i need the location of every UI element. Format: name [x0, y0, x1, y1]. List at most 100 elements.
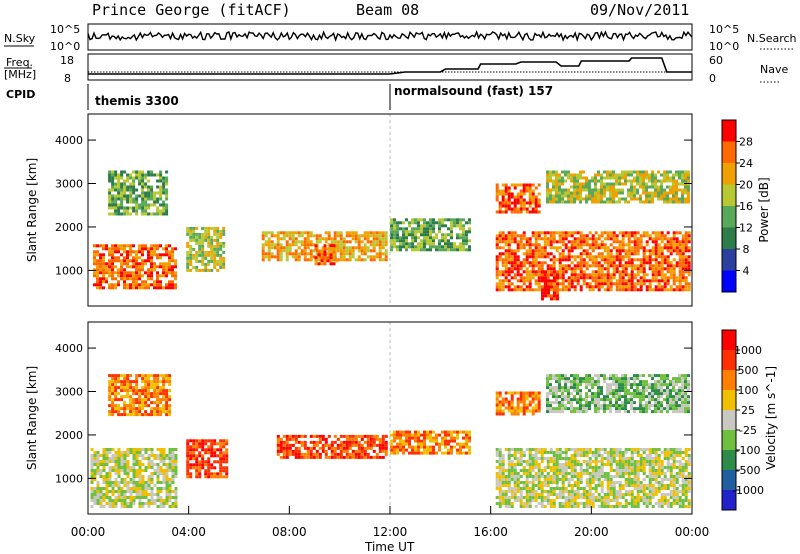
power-cell — [129, 283, 132, 287]
velocity-cell — [372, 455, 376, 459]
power-cell — [393, 242, 396, 246]
power-cell — [687, 173, 690, 177]
power-cell — [351, 246, 355, 250]
power-cell — [672, 194, 675, 198]
velocity-cell — [555, 466, 559, 469]
power-cell — [507, 192, 511, 196]
power-cell — [618, 243, 622, 247]
power-cell — [657, 234, 661, 238]
power-cell — [141, 283, 144, 287]
power-cell — [678, 285, 682, 289]
velocity-cell — [186, 454, 190, 458]
velocity-cell — [117, 386, 121, 390]
power-cell — [117, 194, 121, 198]
velocity-cell — [117, 472, 121, 475]
power-cell — [198, 241, 202, 245]
velocity-cell — [129, 389, 133, 393]
velocity-cell — [498, 487, 502, 490]
velocity-cell — [99, 460, 103, 463]
power-cell — [534, 234, 538, 238]
velocity-cell — [147, 398, 151, 402]
velocity-cell — [615, 499, 619, 502]
power-cell — [594, 240, 598, 244]
power-cell — [642, 282, 646, 286]
velocity-cell — [135, 386, 139, 390]
power-cell — [633, 282, 637, 286]
power-cell — [567, 258, 571, 262]
power-cell — [498, 282, 502, 286]
power-cell — [402, 239, 405, 243]
velocity-cell — [624, 466, 628, 469]
velocity-cell — [192, 457, 196, 461]
velocity-cell — [309, 434, 313, 438]
power-cell — [375, 243, 379, 247]
power-cell — [528, 249, 532, 253]
power-cell — [549, 258, 553, 262]
power-cell — [621, 282, 625, 286]
power-cell — [519, 207, 523, 211]
power-cell — [207, 250, 211, 254]
power-cell — [579, 276, 583, 280]
power-cell — [117, 256, 120, 260]
power-cell — [564, 270, 568, 274]
power-cell — [213, 229, 217, 233]
velocity-cell — [636, 463, 640, 466]
velocity-cell — [189, 451, 193, 455]
power-cell — [105, 268, 108, 272]
velocity-cell — [633, 448, 637, 451]
velocity-cell — [549, 469, 553, 472]
velocity-cell — [558, 478, 562, 481]
power-cell — [660, 234, 664, 238]
power-cell — [114, 176, 118, 180]
velocity-cell — [156, 472, 160, 475]
power-cell — [156, 283, 159, 287]
power-cell — [216, 229, 220, 233]
power-cell — [102, 259, 105, 263]
power-cell — [606, 176, 609, 180]
velocity-cell — [117, 475, 121, 478]
power-cell — [654, 240, 658, 244]
power-colorbar-segment — [722, 163, 736, 185]
power-cell — [660, 185, 663, 189]
power-cell — [525, 201, 529, 205]
power-cell — [309, 234, 313, 238]
velocity-cell — [522, 469, 526, 472]
power-cell — [114, 170, 118, 174]
power-cell — [546, 185, 549, 189]
velocity-cell — [108, 502, 112, 505]
power-cell — [317, 262, 321, 266]
power-cell — [553, 279, 556, 283]
velocity-cell — [420, 451, 423, 455]
power-cell — [156, 253, 159, 257]
velocity-cell — [657, 466, 661, 469]
power-cell — [402, 245, 405, 249]
velocity-cell — [615, 466, 619, 469]
power-cell — [279, 258, 283, 262]
power-cell — [114, 182, 118, 186]
power-cell — [132, 256, 135, 260]
power-cell — [633, 188, 636, 192]
velocity-cell — [612, 490, 616, 493]
velocity-cell — [375, 452, 379, 456]
velocity-cell — [315, 449, 319, 453]
velocity-cell — [168, 383, 172, 387]
velocity-cell — [552, 451, 556, 454]
power-cell — [435, 248, 438, 252]
power-cell — [558, 182, 561, 186]
velocity-cell — [168, 404, 172, 408]
power-cell — [687, 273, 691, 277]
velocity-cell — [144, 496, 148, 499]
velocity-cell — [633, 478, 637, 481]
power-cell — [411, 218, 414, 222]
velocity-cell — [138, 469, 142, 472]
power-cell — [108, 173, 112, 177]
velocity-cell — [165, 475, 169, 478]
velocity-cell — [213, 442, 217, 446]
velocity-cell — [504, 469, 508, 472]
power-cell — [582, 276, 586, 280]
velocity-cell — [462, 442, 465, 446]
velocity-cell — [429, 439, 432, 443]
velocity-cell — [540, 493, 544, 496]
power-cell — [582, 273, 586, 277]
velocity-cell — [456, 430, 459, 434]
